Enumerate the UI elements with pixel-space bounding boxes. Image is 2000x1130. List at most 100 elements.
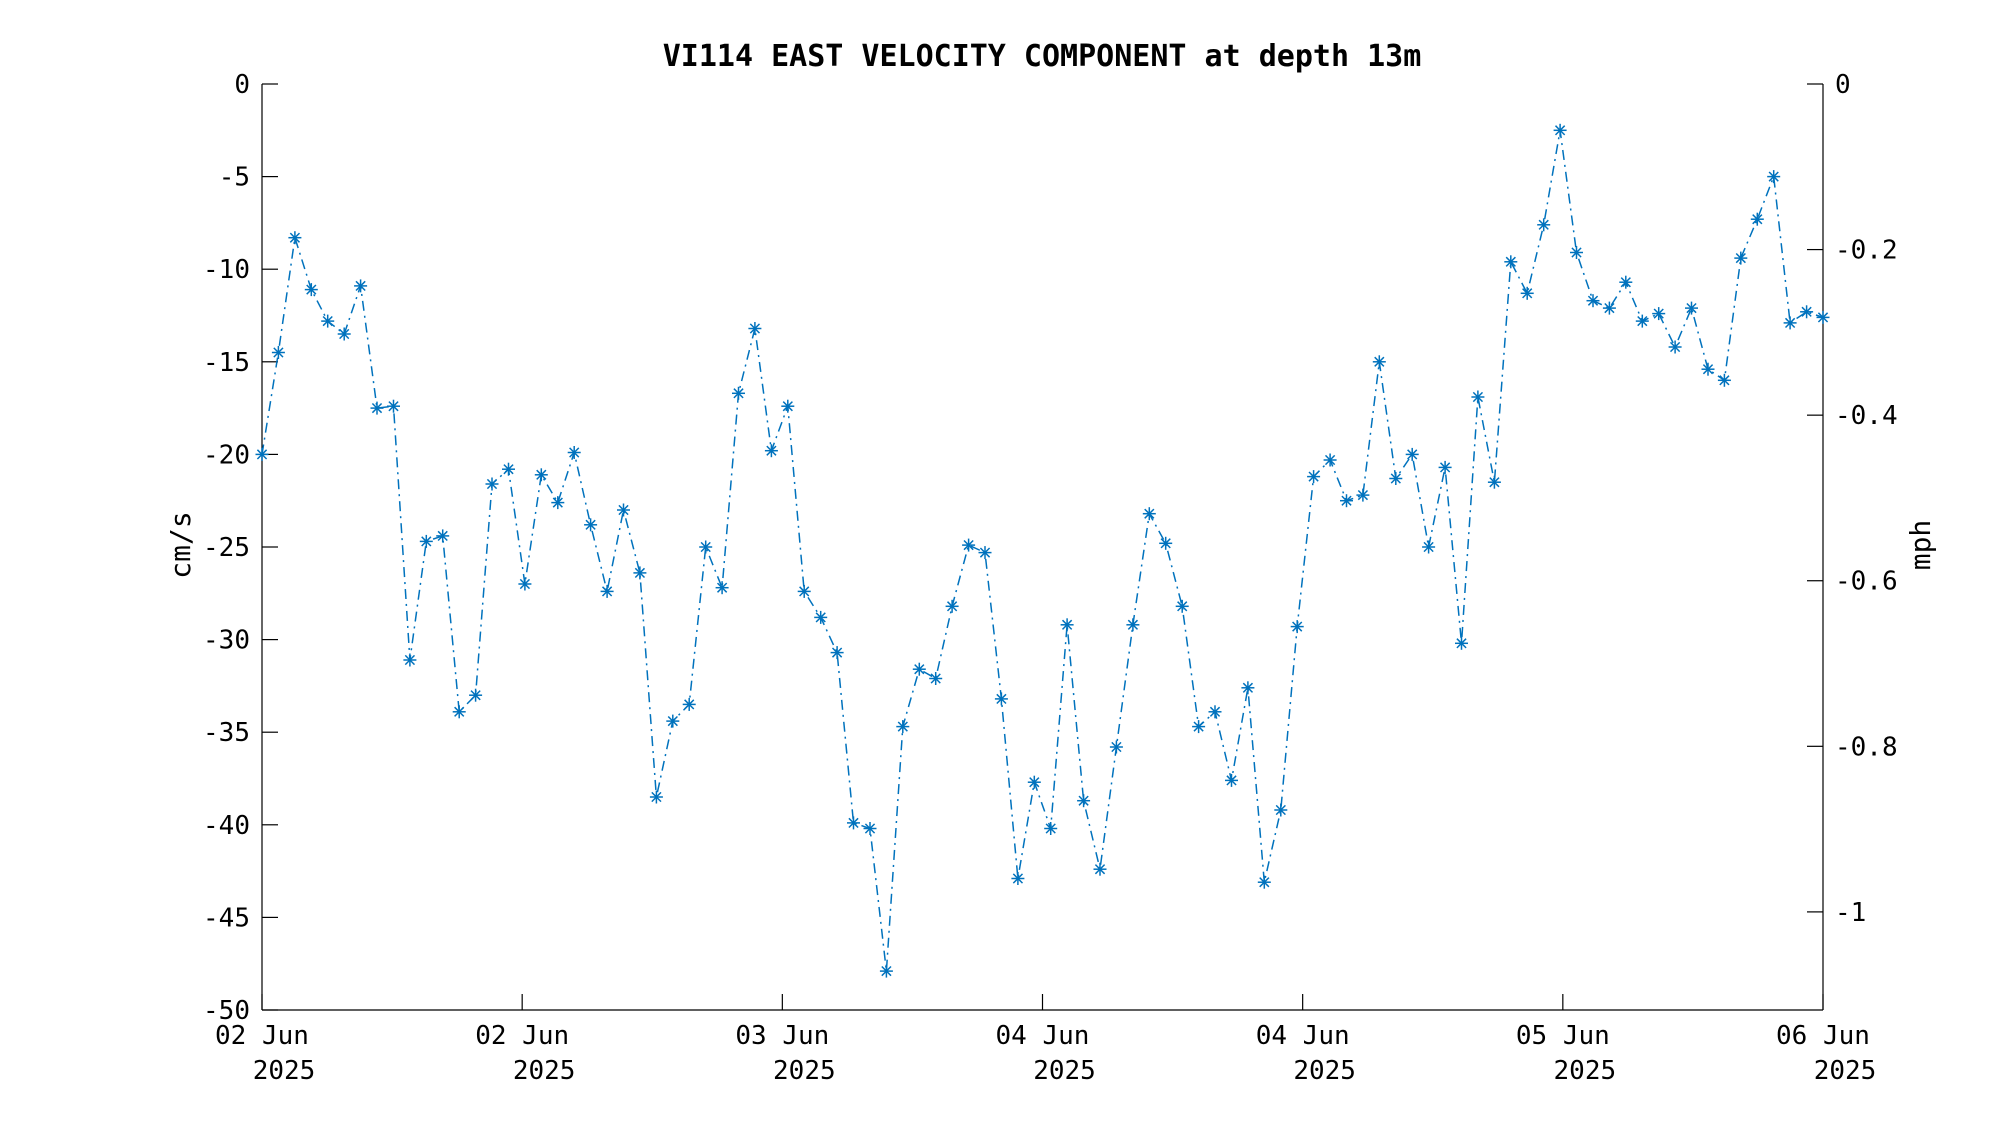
y-tick-label-left: -5 [219, 163, 250, 193]
data-point [830, 646, 844, 660]
data-point [288, 231, 302, 245]
series-line [261, 130, 1824, 972]
chart-title: VI114 EAST VELOCITY COMPONENT at depth 1… [663, 39, 1422, 74]
data-point [781, 399, 795, 413]
data-point [1257, 875, 1271, 889]
data-point [1208, 705, 1222, 719]
data-point [682, 697, 696, 711]
data-point [1093, 862, 1107, 876]
data-point [1192, 720, 1206, 734]
y-tick-label-left: -40 [203, 811, 250, 841]
data-point [452, 705, 466, 719]
data-point [1389, 472, 1403, 485]
data-point [271, 346, 285, 359]
x-tick-label-day: 04 Jun [996, 1021, 1090, 1051]
data-point [748, 322, 762, 335]
data-point [962, 538, 976, 552]
x-tick-label-day: 02 Jun [215, 1021, 309, 1051]
data-point [1027, 775, 1041, 789]
data-point [1783, 316, 1797, 330]
y-tick-label-right: -0.2 [1835, 236, 1898, 266]
data-point [1553, 123, 1567, 137]
data-point [1274, 803, 1288, 817]
data-point [1323, 453, 1337, 467]
x-tick-label-year: 2025 [773, 1056, 836, 1086]
data-point [1619, 275, 1633, 289]
data-point [1044, 822, 1058, 835]
x-tick-label-year: 2025 [1554, 1056, 1617, 1086]
data-point [1422, 540, 1436, 554]
x-tick-label-day: 04 Jun [1256, 1021, 1350, 1051]
y-axis-label-right: mph [1904, 520, 1937, 571]
data-point [764, 444, 778, 458]
x-tick-label-day: 05 Jun [1516, 1021, 1610, 1051]
data-point [485, 477, 499, 491]
data-point [321, 314, 335, 328]
data-point [337, 327, 351, 341]
data-point [1504, 255, 1518, 269]
data-point [1307, 470, 1321, 484]
data-point [978, 546, 992, 560]
data-point [403, 653, 417, 667]
data-point [469, 688, 483, 702]
data-point [1570, 246, 1583, 259]
x-tick-label-year: 2025 [1814, 1056, 1877, 1086]
data-point [551, 496, 565, 510]
data-point [1077, 794, 1091, 808]
data-point [419, 534, 433, 548]
data-point [1537, 218, 1551, 232]
y-tick-label-right: -0.8 [1835, 732, 1898, 762]
data-point [600, 584, 614, 598]
data-point [1175, 599, 1189, 613]
y-tick-label-right: -0.4 [1835, 401, 1898, 431]
data-point [370, 401, 384, 415]
x-tick-label-day: 03 Jun [735, 1021, 829, 1051]
y-tick-label-left: -45 [203, 903, 250, 933]
y-tick-label-left: -10 [203, 255, 250, 285]
data-point [699, 540, 713, 554]
data-point [518, 577, 532, 591]
data-point [1225, 773, 1238, 787]
data-point [1405, 447, 1419, 461]
data-point [863, 822, 877, 835]
data-point [1455, 636, 1468, 650]
data-point [1717, 373, 1731, 387]
data-point [1800, 305, 1814, 319]
data-point [1586, 294, 1600, 308]
data-point [929, 672, 943, 685]
y-tick-label-left: -50 [203, 996, 250, 1026]
data-point [1487, 475, 1501, 489]
y-tick-label-right: 0 [1835, 70, 1851, 100]
data-point [1685, 301, 1698, 315]
data-point [584, 518, 598, 532]
data-point [567, 446, 581, 459]
data-point [1602, 301, 1616, 315]
x-tick-label-year: 2025 [513, 1056, 576, 1086]
data-point [1520, 286, 1534, 300]
data-point [1290, 620, 1304, 634]
data-point [502, 462, 515, 476]
data-point [1734, 251, 1748, 265]
data-point [1142, 507, 1156, 521]
data-point [847, 816, 860, 830]
data-point [732, 386, 745, 400]
data-point [1750, 212, 1764, 226]
data-point [1126, 618, 1140, 632]
data-point [715, 581, 729, 595]
plot-area [255, 123, 1830, 978]
data-point [1159, 536, 1173, 550]
data-point [617, 503, 630, 517]
data-point [814, 610, 828, 624]
data-point [304, 283, 318, 297]
data-point [649, 790, 663, 804]
y-tick-label-left: 0 [234, 70, 250, 100]
data-point [1767, 170, 1781, 184]
x-tick-label-year: 2025 [1033, 1056, 1096, 1086]
data-point [1438, 460, 1452, 474]
data-point [1011, 872, 1025, 885]
data-point [994, 692, 1008, 706]
data-point [1372, 355, 1386, 369]
data-point [1356, 488, 1370, 502]
